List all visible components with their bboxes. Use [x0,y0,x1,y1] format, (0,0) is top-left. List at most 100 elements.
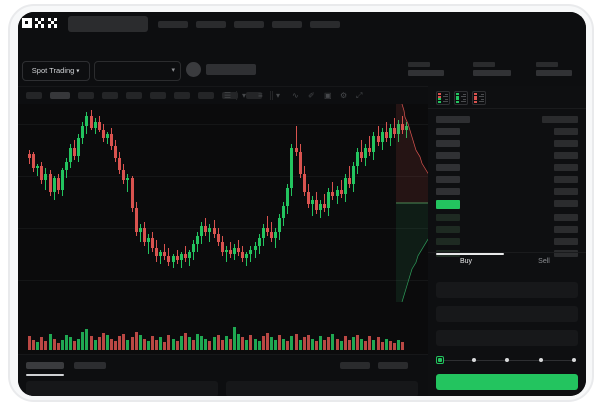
camera-snapshot-icon[interactable]: ▣ [324,91,332,100]
settings-gear-icon[interactable]: ⚙ [340,91,348,100]
candle [327,104,331,304]
nav-item-3[interactable] [234,21,264,28]
search-input[interactable] [68,16,148,32]
timeframe-button-6[interactable] [150,92,166,99]
line-chart-icon[interactable]: ∿ [292,91,299,100]
volume-bar [81,331,85,350]
candle [163,104,167,304]
candle [179,104,183,304]
timeframe-button-3[interactable] [78,92,94,99]
orderbook-ask-price [436,140,460,147]
candle [388,104,392,304]
compare-chevron-icon[interactable]: ▾ [276,91,281,100]
candle [36,104,40,304]
volume-bar [105,335,109,350]
candle [167,104,171,304]
orderbook-bid-amount [554,250,578,257]
volume-bar [294,333,298,350]
volume-bar [290,336,294,350]
tab-open-orders[interactable] [26,362,64,369]
candlestick-chart[interactable] [18,104,428,354]
volume-bar [126,339,130,350]
volume-series [18,304,428,350]
orderbook-view-asks-icon[interactable] [472,91,486,105]
slider-step-75[interactable] [538,358,543,362]
slider-step-25[interactable] [471,358,476,362]
coin-avatar-icon [186,62,201,77]
total-field[interactable] [436,330,578,346]
orderbook-view-both-icon[interactable] [436,91,450,105]
bottom-panel-left[interactable] [26,381,218,396]
timeframe-button-4[interactable] [102,92,118,99]
candle [286,104,290,304]
amount-slider-handle[interactable] [436,356,444,364]
candle [142,104,146,304]
candle [380,104,384,304]
nav-item-4[interactable] [272,21,302,28]
timeframe-button-5[interactable] [126,92,142,99]
chevron-down-icon: ▾ [171,67,175,74]
okx-logo-icon[interactable] [22,18,62,31]
nav-item-5[interactable] [310,21,340,28]
nav-item-1[interactable] [158,21,188,28]
volume-bar [64,335,68,350]
volume-bar [245,339,249,350]
market-subheader: Spot Trading ▾ ▾ [18,54,586,86]
volume-bar [302,337,306,350]
candle [265,104,269,304]
volume-bar [384,338,388,350]
volume-bar [187,337,191,350]
tab-sell[interactable]: Sell [538,258,550,265]
volume-bar [249,335,253,350]
timeframe-button-8[interactable] [198,92,214,99]
volume-bar [179,336,183,350]
bottom-action-1[interactable] [340,362,370,369]
volume-bar [155,339,159,350]
orderbook-bid-amount [554,238,578,245]
candle [339,104,343,304]
stat-last-price-label [408,62,430,67]
candle [228,104,232,304]
timeframe-button-2[interactable] [50,92,70,99]
volume-bar [233,327,236,350]
candle [134,104,138,304]
candle [32,104,36,304]
timeframe-button-1[interactable] [26,92,42,99]
orderbook-view-toggle [428,86,586,109]
drawing-pencil-icon[interactable]: ✐ [308,91,315,100]
tab-order-history[interactable] [74,362,106,369]
orderbook-view-bids-icon[interactable] [454,91,468,105]
candle [298,104,302,304]
slider-step-50[interactable] [505,358,509,362]
candle [77,104,81,304]
fullscreen-icon[interactable]: ⤢ [356,91,363,100]
candle [220,104,224,304]
volume-bar [310,338,314,350]
bottom-action-2[interactable] [378,362,408,369]
indicators-icon[interactable]: ☰ [224,91,232,100]
candle [384,104,388,304]
price-field[interactable] [436,282,578,298]
tab-buy[interactable]: Buy [459,258,473,265]
stat-24h-volume [536,62,572,76]
slider-step-100[interactable] [572,358,576,362]
market-mode-dropdown[interactable]: Spot Trading ▾ [22,61,90,81]
candle [159,104,163,304]
volume-bar [253,338,257,350]
candle [347,104,351,304]
volume-bar [216,335,220,350]
timeframe-button-7[interactable] [174,92,190,99]
compare-icon[interactable]: ≡ [258,91,263,100]
amount-field[interactable] [436,306,578,322]
candle [356,104,359,304]
bottom-panel-right[interactable] [226,381,418,396]
chart-gridline [18,228,428,229]
buy-submit-button[interactable] [436,374,578,390]
timeframe-button-10[interactable] [246,92,262,99]
nav-item-2[interactable] [196,21,226,28]
chart-type-chevron-icon[interactable]: ▾ [242,91,247,100]
volume-bar [36,341,40,350]
timeframe-button-9[interactable] [222,92,238,99]
candle [81,104,85,304]
pair-select-dropdown[interactable]: ▾ [94,61,181,81]
